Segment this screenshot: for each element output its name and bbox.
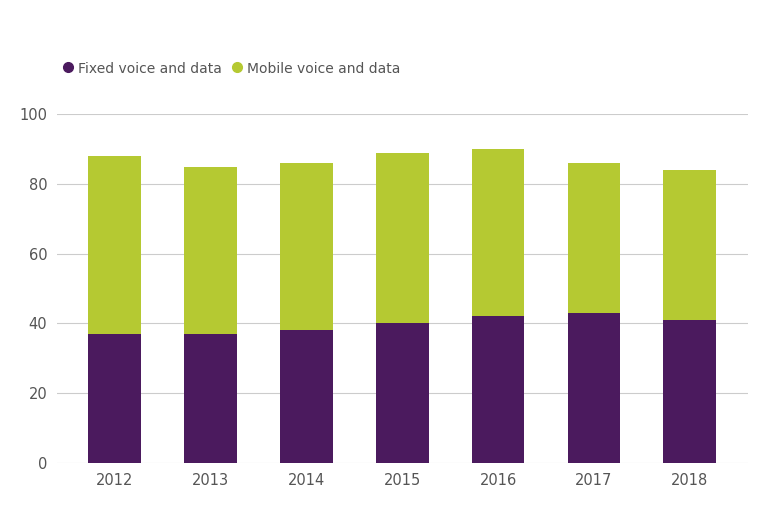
Bar — [663, 170, 716, 320]
Bar — [280, 163, 332, 330]
Bar — [184, 334, 237, 463]
Bar — [88, 156, 141, 334]
Legend: Fixed voice and data, Mobile voice and data: Fixed voice and data, Mobile voice and d… — [64, 61, 400, 75]
Bar — [376, 323, 429, 463]
Bar — [376, 153, 429, 323]
Bar — [472, 149, 524, 317]
Bar — [568, 163, 620, 313]
Bar — [663, 320, 716, 463]
Text: Average monthly household spend on telecoms (£): Average monthly household spend on telec… — [9, 21, 455, 39]
Bar — [184, 166, 237, 334]
Bar — [280, 330, 332, 463]
Bar — [568, 313, 620, 463]
Bar — [472, 317, 524, 463]
Bar — [88, 334, 141, 463]
